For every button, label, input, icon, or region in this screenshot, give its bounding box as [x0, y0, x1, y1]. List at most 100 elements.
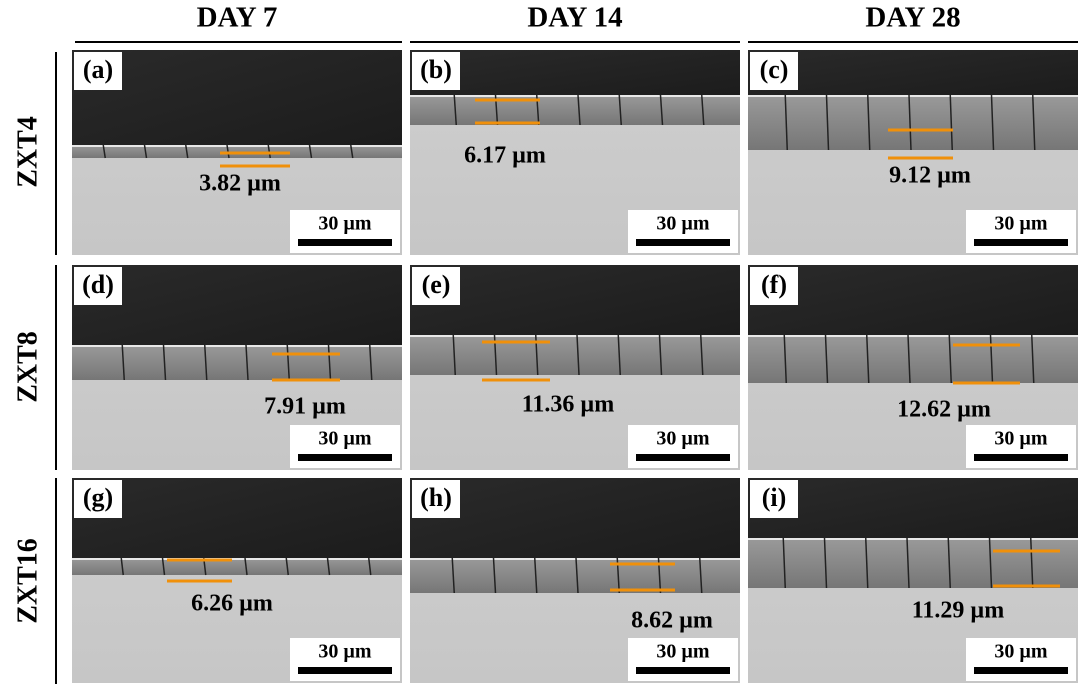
crack	[326, 557, 331, 576]
micrograph-panel: (h) 8.62 µm 30 µm	[410, 478, 740, 683]
resin	[72, 265, 402, 345]
coating-layer	[72, 558, 402, 575]
thickness-value: 12.62 µm	[897, 397, 991, 423]
crack	[1032, 94, 1036, 151]
thickness-value: 6.26 µm	[191, 591, 273, 617]
crack	[161, 557, 166, 576]
crack	[102, 144, 106, 159]
crack	[308, 144, 313, 159]
crack	[534, 557, 538, 594]
resin	[72, 50, 402, 145]
resin	[748, 265, 1078, 335]
resin	[410, 50, 740, 95]
crack	[699, 557, 703, 594]
crack	[245, 344, 249, 381]
scale-bar-label: 30 µm	[994, 641, 1048, 663]
label-box	[412, 267, 460, 305]
crack	[121, 344, 125, 381]
scale-bar-label: 30 µm	[656, 213, 710, 235]
row-label: ZXT8	[12, 331, 43, 403]
crack	[989, 334, 994, 384]
row-label: ZXT4	[12, 116, 43, 188]
panel-label: (i)	[762, 483, 787, 512]
micrograph-panel: (i) 11.29 µm 30 µm	[748, 478, 1078, 683]
crack	[823, 537, 828, 589]
crack	[865, 537, 869, 589]
panel-label: (g)	[83, 483, 113, 512]
crack	[988, 537, 993, 589]
crack	[659, 94, 664, 126]
crack	[867, 94, 871, 151]
scale-bar-label: 30 µm	[994, 213, 1048, 235]
crack	[1031, 334, 1035, 384]
crack	[492, 557, 497, 594]
label-box	[74, 267, 122, 305]
crack	[327, 344, 332, 381]
scale-bar	[636, 667, 730, 674]
scale-bar	[636, 454, 730, 461]
micrograph-panel: (d) 7.91 µm 30 µm	[72, 265, 402, 470]
thickness-value: 7.91 µm	[264, 394, 346, 420]
coating-layer	[410, 95, 740, 125]
resin	[72, 478, 402, 558]
micrograph-panel: (b) 6.17 µm 30 µm	[410, 50, 740, 255]
crack	[244, 557, 248, 576]
crack	[162, 344, 167, 381]
crack	[700, 334, 704, 376]
thickness-value: 8.62 µm	[631, 608, 713, 634]
crack	[120, 557, 124, 576]
crack	[453, 94, 457, 126]
crack	[577, 94, 581, 126]
panel-label: (a)	[83, 55, 113, 84]
crack	[185, 144, 189, 159]
resin	[748, 50, 1078, 95]
crack	[866, 334, 870, 384]
crack	[369, 344, 373, 381]
scale-bar-label: 30 µm	[656, 641, 710, 663]
crack	[782, 537, 786, 589]
column-header: DAY 28	[865, 2, 960, 34]
crack	[576, 334, 580, 376]
scale-bar	[298, 667, 392, 674]
micrograph-panel: (g) 6.26 µm 30 µm	[72, 478, 402, 683]
crack	[947, 537, 951, 589]
label-box	[750, 267, 798, 305]
scale-bar	[974, 239, 1068, 246]
crack	[1030, 537, 1034, 589]
panel-label: (e)	[422, 270, 451, 299]
label-box	[750, 480, 798, 518]
column-header: DAY 7	[197, 2, 278, 34]
scale-bar-label: 30 µm	[656, 428, 710, 450]
label-box	[74, 480, 122, 518]
scale-bar	[974, 667, 1068, 674]
scale-bar-label: 30 µm	[318, 641, 372, 663]
crack	[618, 94, 622, 126]
crack	[350, 144, 354, 159]
scale-bar	[636, 239, 730, 246]
thickness-value: 11.36 µm	[522, 392, 615, 418]
crack	[825, 94, 830, 151]
crack	[658, 334, 663, 376]
crack	[285, 557, 289, 576]
crack	[286, 344, 290, 381]
crack	[204, 344, 208, 381]
thickness-value: 3.82 µm	[199, 171, 281, 197]
coating-layer	[748, 335, 1078, 383]
thickness-value: 9.12 µm	[889, 163, 971, 189]
crack	[824, 334, 829, 384]
crack	[906, 537, 910, 589]
crack	[948, 334, 952, 384]
crack	[783, 334, 787, 384]
panel-label: (d)	[82, 270, 114, 299]
panel-label: (c)	[760, 55, 789, 84]
crack	[617, 334, 621, 376]
crack	[990, 94, 995, 151]
crack	[701, 94, 705, 126]
crack	[907, 334, 911, 384]
micrograph-panel: (a) 3.82 µm 30 µm	[72, 50, 402, 255]
scale-bar-label: 30 µm	[994, 428, 1048, 450]
panel-label: (h)	[420, 483, 452, 512]
crack	[451, 557, 455, 594]
label-box	[412, 52, 460, 90]
